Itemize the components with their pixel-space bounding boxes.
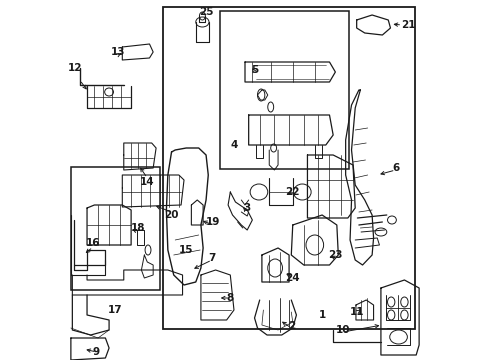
Text: 23: 23 — [328, 250, 343, 260]
Bar — [220, 11, 349, 169]
Text: 12: 12 — [68, 63, 82, 73]
Text: 21: 21 — [402, 20, 416, 30]
Text: 6: 6 — [392, 163, 399, 173]
Text: 5: 5 — [251, 65, 258, 75]
Text: 25: 25 — [199, 7, 214, 17]
Bar — [72, 167, 160, 290]
Text: 7: 7 — [208, 253, 216, 263]
Text: 22: 22 — [286, 187, 300, 197]
Text: 14: 14 — [140, 177, 155, 187]
Text: 16: 16 — [86, 238, 100, 248]
Text: 20: 20 — [164, 210, 179, 220]
Text: 4: 4 — [230, 140, 238, 150]
Text: 9: 9 — [92, 347, 99, 357]
Text: 18: 18 — [131, 223, 146, 233]
Bar — [163, 7, 415, 329]
Text: 13: 13 — [111, 47, 125, 57]
Text: 8: 8 — [227, 293, 234, 303]
Text: 24: 24 — [286, 273, 300, 283]
Text: 3: 3 — [244, 203, 251, 213]
Text: 10: 10 — [336, 325, 350, 335]
Text: 1: 1 — [318, 310, 326, 320]
Text: 17: 17 — [108, 305, 122, 315]
Text: 15: 15 — [179, 245, 194, 255]
Text: 19: 19 — [206, 217, 220, 227]
Text: 11: 11 — [350, 307, 365, 317]
Text: 2: 2 — [288, 321, 295, 331]
